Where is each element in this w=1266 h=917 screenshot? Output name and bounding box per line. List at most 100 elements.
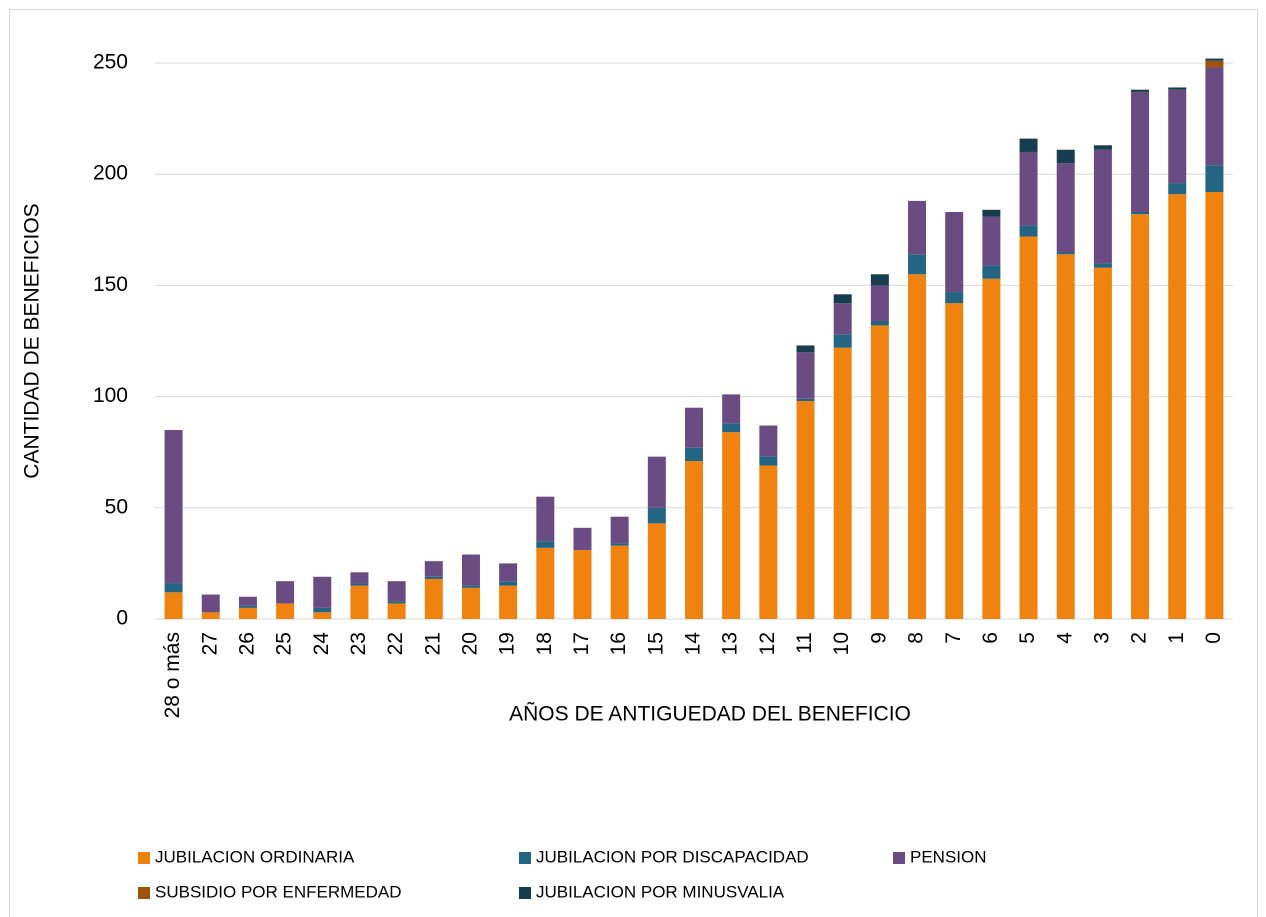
bar-segment xyxy=(461,585,480,588)
x-tick-label: 0 xyxy=(1202,632,1225,644)
y-axis-title: CANTIDAD DE BENEFICIOS xyxy=(21,203,44,478)
bar-segment xyxy=(350,583,369,586)
y-tick-label: 0 xyxy=(116,607,128,630)
bar-segment xyxy=(647,523,666,619)
x-tick-label: 5 xyxy=(1016,632,1039,644)
bar-segment xyxy=(350,585,369,619)
bar-segment xyxy=(201,594,220,613)
bar-segment xyxy=(870,274,889,286)
bar-segment xyxy=(1056,252,1075,255)
bar-segment xyxy=(201,612,220,619)
bar-segment xyxy=(1205,58,1224,61)
x-tick-label: 6 xyxy=(979,632,1002,644)
bar-segment xyxy=(908,254,927,275)
legend-swatch xyxy=(893,852,905,864)
bar-segment xyxy=(536,547,555,619)
bar-segment xyxy=(387,603,406,619)
bar-segment xyxy=(313,612,332,619)
bar-segment xyxy=(982,209,1001,217)
bar-segment xyxy=(499,581,518,586)
bar-segment xyxy=(1093,263,1112,268)
x-tick-label: 8 xyxy=(905,632,928,644)
bar-segment xyxy=(573,527,592,551)
bar-segment xyxy=(610,516,629,544)
bar-segment xyxy=(424,578,443,619)
bar-segment xyxy=(1056,149,1075,164)
bar-segment xyxy=(610,545,629,619)
legend-label: PENSION xyxy=(910,847,987,866)
x-tick-label: 13 xyxy=(719,632,742,655)
x-tick-label: 7 xyxy=(942,632,965,644)
x-tick-label: 9 xyxy=(867,632,890,644)
bar-segment xyxy=(1168,89,1187,184)
x-tick-label: 24 xyxy=(310,632,333,656)
bar-segment xyxy=(276,581,295,604)
bar-segment xyxy=(796,345,815,353)
bar-segment xyxy=(1205,165,1224,192)
bar-segment xyxy=(945,292,964,304)
bar-segment xyxy=(982,265,1001,279)
bar-segment xyxy=(759,465,778,619)
bar-segment xyxy=(610,543,629,546)
bar-segment xyxy=(1168,183,1187,195)
bar-segment xyxy=(1131,91,1150,213)
bar-segment xyxy=(461,587,480,619)
x-tick-label: 21 xyxy=(421,632,444,655)
y-tick-label: 250 xyxy=(93,51,128,74)
bar-segment xyxy=(164,583,183,593)
x-tick-label: 23 xyxy=(347,632,370,655)
bar-segment xyxy=(1168,194,1187,619)
legend-swatch xyxy=(519,887,531,899)
bar-segment xyxy=(796,398,815,402)
bar-segment xyxy=(870,285,889,321)
x-axis-title: AÑOS DE ANTIGUEDAD DEL BENEFICIO xyxy=(509,702,911,726)
bar-segment xyxy=(424,576,443,579)
y-tick-label: 50 xyxy=(105,495,128,518)
x-tick-label: 26 xyxy=(235,632,258,655)
bar-segment xyxy=(387,581,406,602)
bar-segment xyxy=(1019,151,1038,226)
x-tick-label: 4 xyxy=(1053,632,1076,644)
x-tick-label: 11 xyxy=(793,632,816,654)
x-tick-label: 17 xyxy=(570,632,593,655)
bar-segment xyxy=(833,347,852,619)
x-tick-label: 10 xyxy=(830,632,853,655)
x-tick-label: 20 xyxy=(459,632,482,655)
chart-frame xyxy=(9,9,1258,917)
bar-segment xyxy=(722,432,741,619)
bar-segment xyxy=(982,278,1001,619)
bar-segment xyxy=(796,401,815,619)
x-tick-label: 28 o más xyxy=(161,632,184,718)
bar-segment xyxy=(982,216,1001,266)
bar-segment xyxy=(870,325,889,619)
x-tick-label: 27 xyxy=(198,632,221,655)
x-tick-label: 3 xyxy=(1090,632,1113,644)
x-tick-label: 22 xyxy=(384,632,407,655)
bar-segment xyxy=(870,320,889,326)
bar-segment xyxy=(685,407,703,448)
bar-segment xyxy=(685,447,703,462)
bar-segment xyxy=(945,303,964,619)
y-tick-label: 150 xyxy=(93,273,128,296)
bar-segment xyxy=(238,605,257,608)
bar-segment xyxy=(313,576,332,608)
bar-segment xyxy=(1019,225,1038,237)
bar-segment xyxy=(276,603,295,619)
bar-segment xyxy=(1019,138,1038,152)
bar-segment xyxy=(685,461,703,619)
bar-segment xyxy=(461,554,480,586)
x-tick-label: 12 xyxy=(756,632,779,655)
bar-segment xyxy=(1205,191,1224,619)
bar-segment xyxy=(313,607,332,613)
bar-segment xyxy=(722,394,741,424)
legend-label: JUBILACION POR DISCAPACIDAD xyxy=(536,847,809,866)
bar-segment xyxy=(833,334,852,348)
bar-segment xyxy=(1205,67,1224,166)
bar-segment xyxy=(833,303,852,335)
y-tick-label: 200 xyxy=(93,162,128,185)
x-tick-label: 14 xyxy=(682,632,705,656)
legend-label: SUBSIDIO POR ENFERMEDAD xyxy=(155,882,402,901)
legend-swatch xyxy=(138,887,150,899)
bar-segment xyxy=(536,541,555,548)
